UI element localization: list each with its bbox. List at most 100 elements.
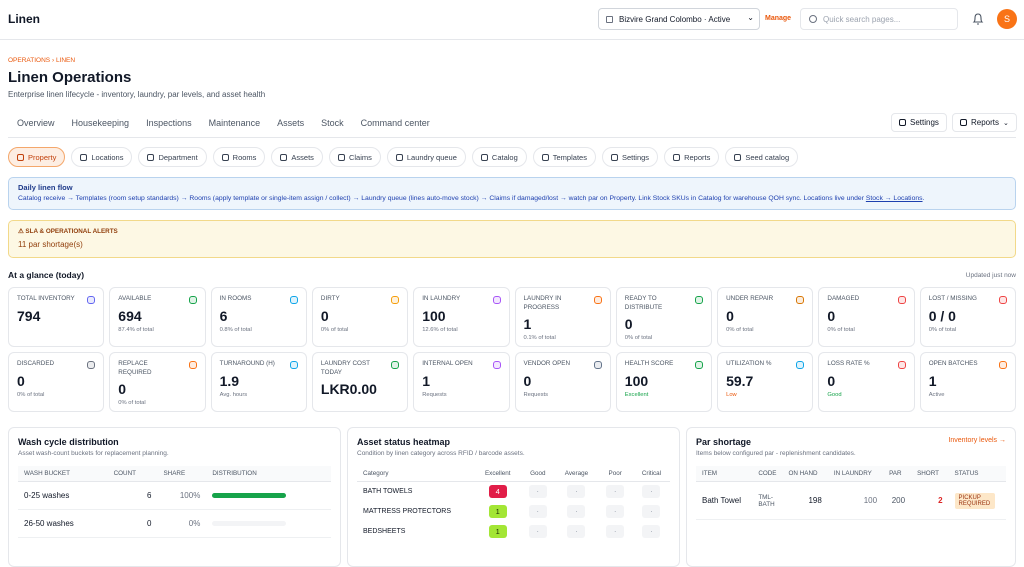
button-label: Settings (910, 118, 939, 127)
subtab-label: Reports (684, 152, 711, 162)
subtab-label: Settings (621, 152, 650, 162)
manage-link[interactable]: Manage (765, 15, 792, 22)
subtab[interactable]: Claims (328, 147, 381, 167)
avatar[interactable]: S (997, 9, 1017, 29)
kpi-value: 1.9 (219, 372, 240, 389)
kpi-value: 0 (17, 372, 25, 389)
kpi-icon (999, 296, 1007, 304)
inventory-link[interactable]: Inventory levels → (948, 437, 1006, 444)
subtab[interactable]: Laundry queue (386, 147, 466, 167)
subtabs: Property Locations Department Rooms Assets Cl… (8, 147, 799, 167)
kpi-icon (289, 296, 298, 304)
kpi-label: LOST / MISSING (928, 295, 977, 302)
tab[interactable]: Overview (17, 118, 55, 128)
column-header: Good (520, 466, 556, 482)
column-header: CODE (752, 466, 783, 482)
empty-cell: · (528, 485, 547, 499)
code: TML-BATH (752, 481, 783, 520)
column-header: ON HAND (782, 466, 828, 482)
icon (221, 153, 229, 161)
crumb[interactable]: OPERATIONS (8, 57, 51, 64)
search-box[interactable]: Quick search pages... (800, 8, 958, 30)
flow-text: Catalog receive → Templates (room setup … (18, 195, 1006, 202)
column-header: Category (357, 466, 476, 482)
kpi-icon (796, 296, 805, 304)
kpi-label: UNDER REPAIR (726, 295, 774, 302)
cell: 4 (476, 482, 521, 502)
subtab[interactable]: Assets (271, 147, 323, 167)
kpi-card: UTILIZATION % 59.7 Low (717, 352, 814, 412)
empty-cell: · (642, 505, 661, 518)
kpi-label: UTILIZATION % (726, 360, 772, 367)
row: 26-50 washes 0 0% (18, 509, 331, 538)
cell: · (597, 502, 633, 522)
kpi-label: HEALTH SCORE (624, 360, 674, 367)
table: Category Excellent Good Average Poor Critical… (357, 466, 670, 542)
tab[interactable]: Assets (277, 118, 305, 128)
kpi-sub: 12.6% of total (422, 326, 458, 333)
column-header: COUNT (107, 466, 158, 482)
flow-link[interactable]: Stock → Locations (865, 195, 923, 202)
empty-cell: · (528, 525, 547, 538)
subtab[interactable]: Department (138, 147, 207, 167)
tab[interactable]: Housekeeping (71, 118, 130, 128)
share: 0% (157, 509, 207, 538)
tab[interactable]: Maintenance (208, 118, 261, 128)
cell: · (520, 482, 556, 502)
par: 200 (883, 481, 912, 520)
kpi-card: HEALTH SCORE 100 Excellent (615, 352, 713, 412)
category: BATH TOWELS (363, 488, 413, 496)
flow-end: . (922, 195, 925, 202)
kpi-sub: Requests (523, 391, 549, 398)
glance-title: At a glance (today) (8, 270, 85, 280)
subtab[interactable]: Seed catalog (725, 147, 799, 167)
kpi-sub: 0% of total (624, 335, 653, 341)
kpi-card: VENDOR OPEN 0 Requests (514, 352, 611, 412)
subtab-label: Catalog (491, 152, 518, 162)
subtab[interactable]: Catalog (471, 147, 527, 167)
icon (395, 153, 403, 161)
subtab-label: Rooms (232, 152, 257, 162)
kpi-sub: Excellent (624, 391, 649, 398)
cell: · (633, 482, 670, 502)
kpi-sub: 0% of total (827, 326, 855, 333)
crumb[interactable]: LINEN (55, 57, 76, 64)
reports-button[interactable]: Reports ⌄ (952, 113, 1017, 132)
kpi-label: READY TO DISTRIBUTE (624, 295, 663, 311)
kpi-card: LOST / MISSING 0 / 0 0% of total (919, 287, 1016, 347)
icon (280, 153, 288, 161)
subtab[interactable]: Rooms (212, 147, 266, 167)
subtab[interactable]: Locations (71, 147, 133, 167)
kpi-sub: Active (928, 391, 945, 398)
alert-title: ⚠ SLA & OPERATIONAL ALERTS (18, 228, 118, 235)
property-select[interactable]: Bizvire Grand Colombo · Active ⌄ (598, 8, 760, 30)
breadcrumb: OPERATIONS › LINEN (8, 57, 75, 64)
cell: · (597, 482, 633, 502)
glance-updated: Updated just now (965, 272, 1016, 279)
settings-button[interactable]: Settings (891, 113, 947, 132)
kpi-icon (897, 361, 906, 369)
icon (734, 153, 742, 161)
kpi-icon (391, 361, 400, 369)
kpi-sub: Good (827, 391, 842, 398)
page-subtitle: Enterprise linen lifecycle - inventory, … (8, 90, 266, 99)
tab[interactable]: Command center (360, 118, 430, 128)
kpi-card: AVAILABLE 694 87.4% of total (109, 287, 206, 347)
tab[interactable]: Stock (321, 118, 344, 128)
kpi-sub: 87.4% of total (118, 326, 154, 333)
subtab[interactable]: Templates (532, 147, 596, 167)
kpi-icon (999, 361, 1007, 369)
bell-icon[interactable] (972, 12, 984, 26)
kpi-icon (593, 296, 602, 304)
cell: · (597, 522, 633, 542)
kpi-card: UNDER REPAIR 0 0% of total (717, 287, 814, 347)
kpi-icon (695, 296, 704, 304)
tab[interactable]: Inspections (146, 118, 192, 128)
kpi-sub: 0.1% of total (523, 335, 556, 341)
subtab[interactable]: Settings (601, 147, 659, 167)
kpi-card: OPEN BATCHES 1 Active (919, 352, 1016, 412)
icon (147, 153, 155, 161)
subtab[interactable]: Reports (664, 147, 720, 167)
subtab[interactable]: Property (8, 147, 66, 167)
row: Bath Towel TML-BATH 198 100 200 2 PICKUP REQUI… (696, 481, 1006, 520)
